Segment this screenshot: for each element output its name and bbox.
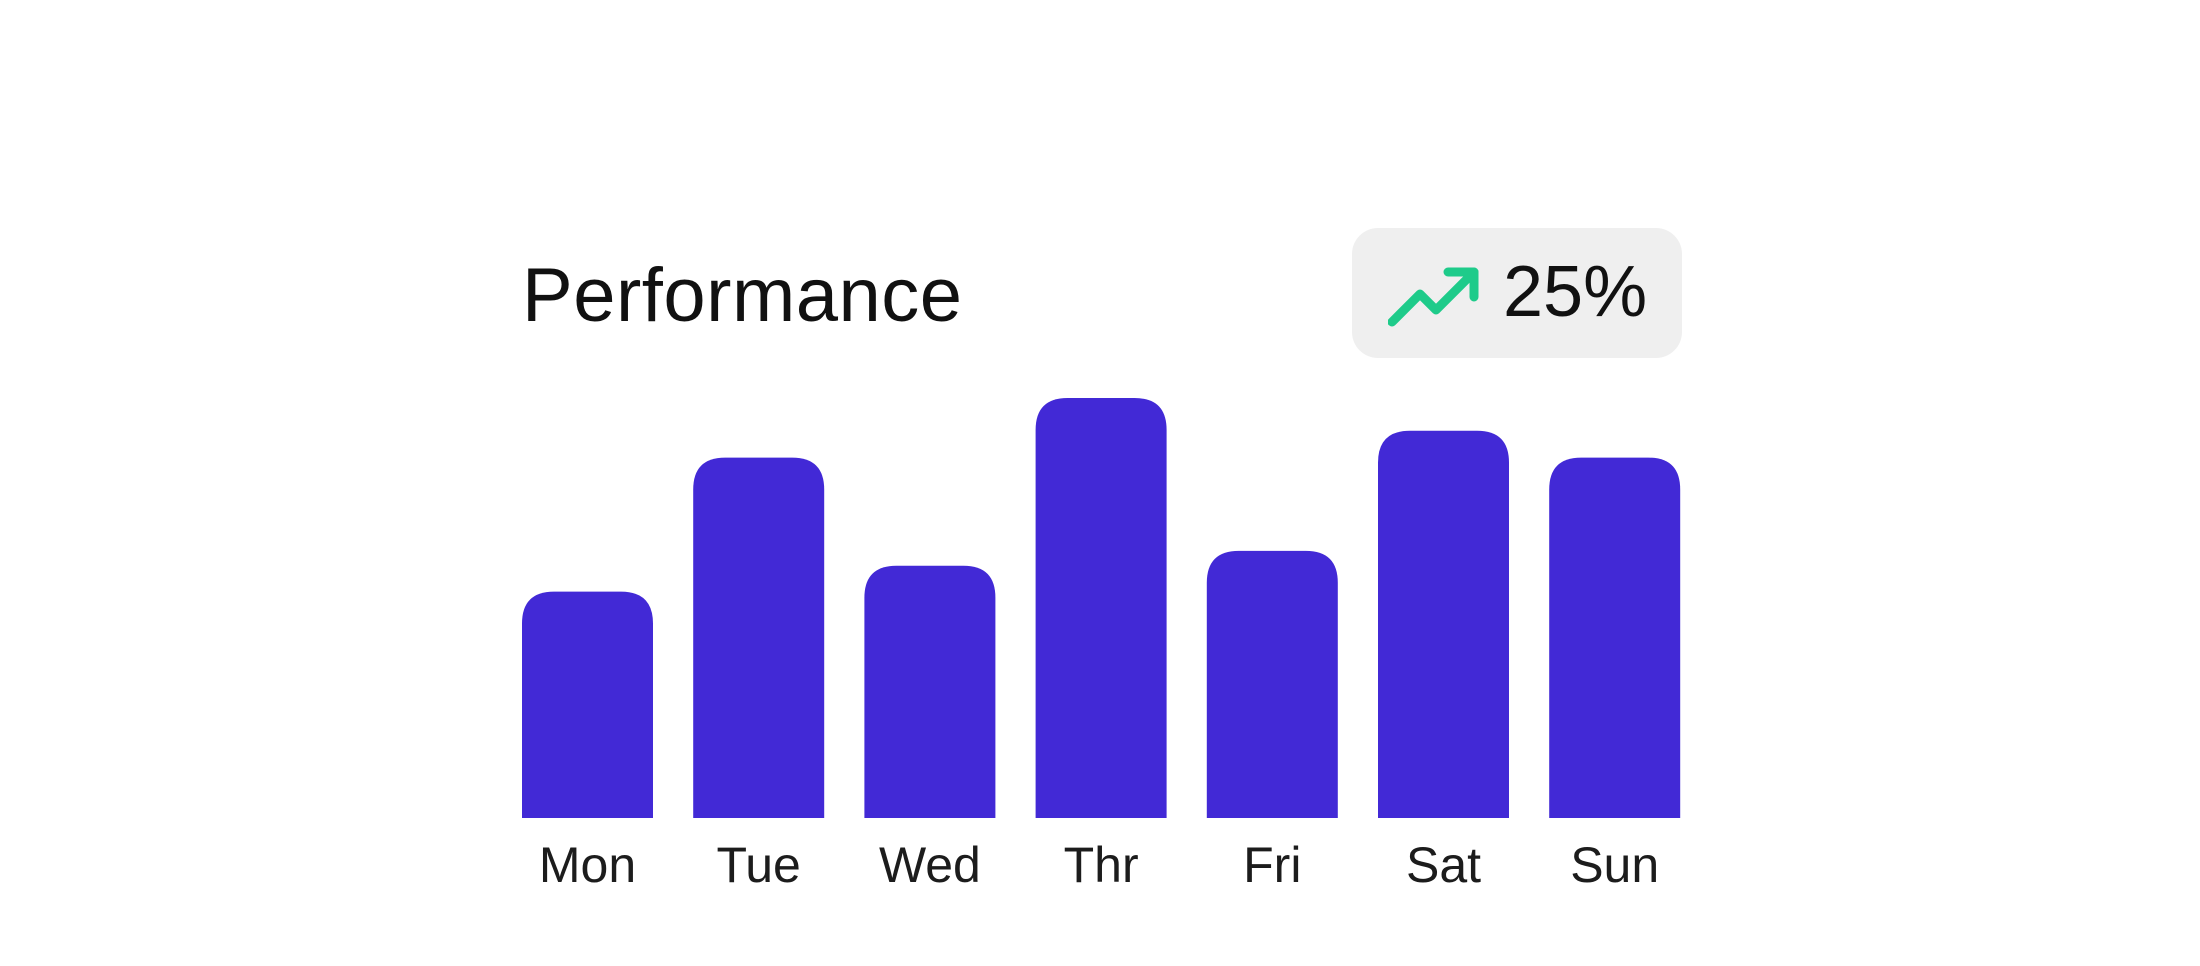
trending-up-icon	[1388, 267, 1479, 327]
bar-tue	[693, 457, 825, 818]
bar-thr	[1035, 398, 1167, 818]
bar-sun	[1549, 457, 1681, 818]
bar-sat	[1378, 430, 1509, 818]
x-tick-label-sat: Sat	[1406, 837, 1481, 893]
x-tick-label-tue: Tue	[717, 837, 801, 893]
x-tick-label-mon: Mon	[539, 837, 636, 893]
x-tick-label-sun: Sun	[1570, 837, 1659, 893]
chart-title: Performance	[522, 253, 963, 338]
trend-value: 25%	[1503, 252, 1648, 332]
bar-mon	[522, 591, 653, 818]
x-tick-label-wed: Wed	[879, 837, 981, 893]
bar-fri	[1206, 550, 1338, 818]
x-tick-label-thr: Thr	[1064, 837, 1139, 893]
x-tick-label-fri: Fri	[1243, 837, 1301, 893]
bar-wed	[864, 565, 996, 818]
trend-badge: 25%	[1352, 228, 1682, 358]
